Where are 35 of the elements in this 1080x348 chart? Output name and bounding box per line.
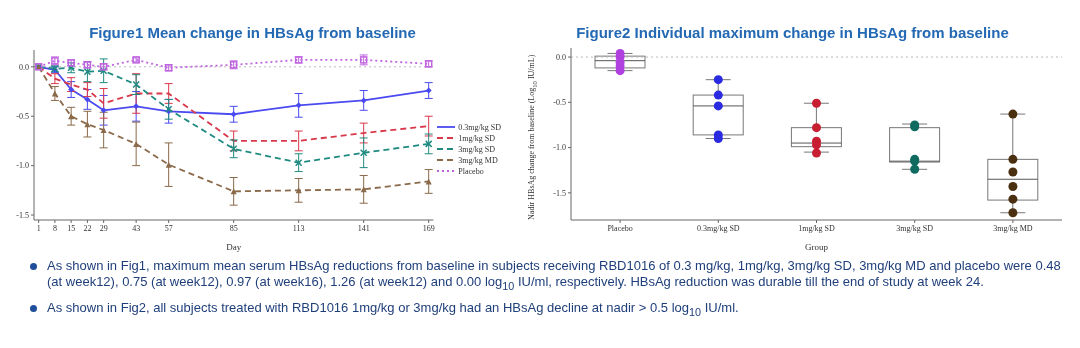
chart-title: Figure2 Individual maximum change in HBsAg from baseline [575, 24, 1010, 43]
x-tick-label: 22 [83, 223, 92, 233]
x-tick-label: 113 [292, 223, 305, 233]
x-tick-label: 15 [67, 223, 76, 233]
legend-label: 3mg/kg SD [458, 143, 495, 155]
x-tick-label: 43 [132, 223, 141, 233]
x-tick-label: Placebo [607, 223, 633, 233]
x-tick-label: 0.3mg/kg SD [696, 223, 740, 233]
x-tick-label: 3mg/kg MD [993, 223, 1033, 233]
text: As shown in Fig2, all subjects treated with RBD1016 1mg/kg or 3mg/kg had an HBsAg decline at nadir > 0.5 log$_{10}$ IU/ml. [47, 299, 739, 320]
x-tick-label: 8 [52, 223, 57, 233]
y-tick-label: -1.5 [16, 210, 29, 220]
y-tick-label: -1.0 [553, 143, 566, 153]
y-tick-label: 0.0 [19, 62, 29, 72]
y-tick-label: 0.0 [556, 52, 566, 62]
x-tick-label: 141 [357, 223, 370, 233]
y-tick-label: -0.5 [16, 112, 29, 122]
text: As shown in Fig1, maximum mean serum HBsAg reductions from baseline in subjects receiving RBD1016 of 0.3 mg/kg, 1mg/kg, 3mg/kg SD, 3mg/kg MD and placebo were 0.48 (at week12), 0.75 (at week12), 0.97 (at week16), 1.26 (at week12) and 0.00 log$_{10}$ IU/ml, respectively. HBsAg reduction was durable till the end of study at week 24. [47, 258, 1062, 294]
x-axis-title: Day [226, 242, 242, 252]
legend-label: 1mg/kg SD [458, 132, 495, 144]
x-tick-label: 85 [229, 223, 238, 233]
x-axis-title: Group [805, 242, 829, 252]
y-tick-label: -1.0 [16, 161, 29, 171]
x-tick-label: 169 [422, 223, 435, 233]
legend-label: 0.3mg/kg SD [458, 121, 501, 133]
x-tick-label: 29 [99, 223, 108, 233]
x-tick-label: 57 [164, 223, 173, 233]
y-tick-label: -0.5 [553, 98, 566, 108]
x-tick-label: 3mg/kg SD [896, 223, 934, 233]
legend-label: Placebo [458, 165, 484, 177]
y-tick-label: -1.5 [553, 188, 566, 198]
x-tick-label: 1mg/kg SD [798, 223, 836, 233]
chart-title: Figure1 Mean change in HBsAg from baseline [88, 24, 417, 43]
x-tick-label: 1 [36, 223, 41, 233]
legend-label: 3mg/kg MD [458, 154, 498, 166]
